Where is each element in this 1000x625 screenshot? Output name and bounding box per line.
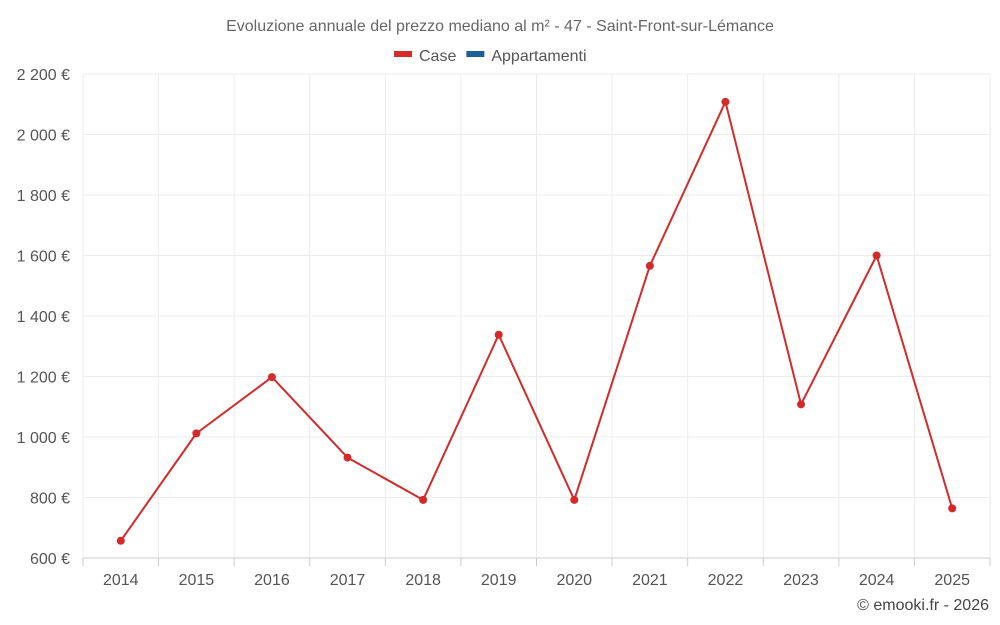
x-tick-label: 2017 bbox=[330, 572, 366, 589]
y-tick-label: 1 600 € bbox=[17, 249, 70, 266]
data-point[interactable] bbox=[570, 495, 579, 504]
y-tick-label: 1 800 € bbox=[17, 188, 70, 205]
x-axis: 2014 2015 2016 2017 2018 2019 2020 2021 2022 2023… bbox=[82, 557, 991, 589]
legend-item[interactable]: Appartamenti bbox=[466, 48, 587, 65]
x-tick-label: 2020 bbox=[556, 572, 592, 589]
y-tick-label: 600 € bbox=[30, 551, 70, 568]
x-tick-label: 2022 bbox=[708, 572, 744, 589]
y-tick-label: 800 € bbox=[30, 491, 70, 508]
data-point[interactable] bbox=[494, 330, 503, 339]
y-tick-label: 1 000 € bbox=[17, 430, 70, 447]
legend-swatch bbox=[466, 51, 485, 57]
x-tick-label: 2016 bbox=[254, 572, 290, 589]
data-point[interactable] bbox=[721, 97, 730, 106]
data-point[interactable] bbox=[948, 504, 957, 513]
data-point[interactable] bbox=[419, 495, 428, 504]
data-point[interactable] bbox=[872, 251, 881, 260]
series-line bbox=[119, 100, 954, 542]
data-point[interactable] bbox=[192, 429, 201, 438]
x-tick-label: 2025 bbox=[934, 572, 970, 589]
y-tick-label: 1 400 € bbox=[17, 309, 70, 326]
x-tick-label: 2019 bbox=[481, 572, 517, 589]
chart-grid bbox=[82, 73, 991, 559]
chart-legend: Case Appartamenti bbox=[394, 48, 587, 65]
data-point[interactable] bbox=[645, 261, 654, 270]
data-point[interactable] bbox=[797, 400, 806, 409]
x-tick-label: 2021 bbox=[632, 572, 668, 589]
y-tick-label: 2 200 € bbox=[17, 67, 70, 84]
x-tick-label: 2018 bbox=[405, 572, 441, 589]
credit-text: © emooki.fr - 2026 bbox=[857, 597, 989, 614]
y-axis: 600 € 800 € 1 000 € 1 200 € 1 400 € 1 600 € 1 … bbox=[17, 67, 70, 568]
legend-swatch bbox=[394, 51, 412, 57]
y-tick-label: 2 000 € bbox=[17, 128, 70, 145]
x-tick-label: 2023 bbox=[783, 572, 819, 589]
series-layer bbox=[116, 97, 957, 545]
x-tick-label: 2024 bbox=[859, 572, 895, 589]
data-point[interactable] bbox=[267, 373, 276, 382]
x-tick-label: 2014 bbox=[103, 572, 139, 589]
legend-label: Case bbox=[419, 48, 456, 65]
legend-item[interactable]: Case bbox=[394, 48, 456, 65]
chart-title: Evoluzione annuale del prezzo mediano al… bbox=[226, 18, 774, 35]
y-tick-label: 1 200 € bbox=[17, 370, 70, 387]
data-point[interactable] bbox=[116, 536, 125, 545]
data-point[interactable] bbox=[343, 453, 352, 462]
legend-label: Appartamenti bbox=[491, 48, 586, 65]
series-0 bbox=[116, 97, 957, 545]
x-tick-label: 2015 bbox=[179, 572, 215, 589]
